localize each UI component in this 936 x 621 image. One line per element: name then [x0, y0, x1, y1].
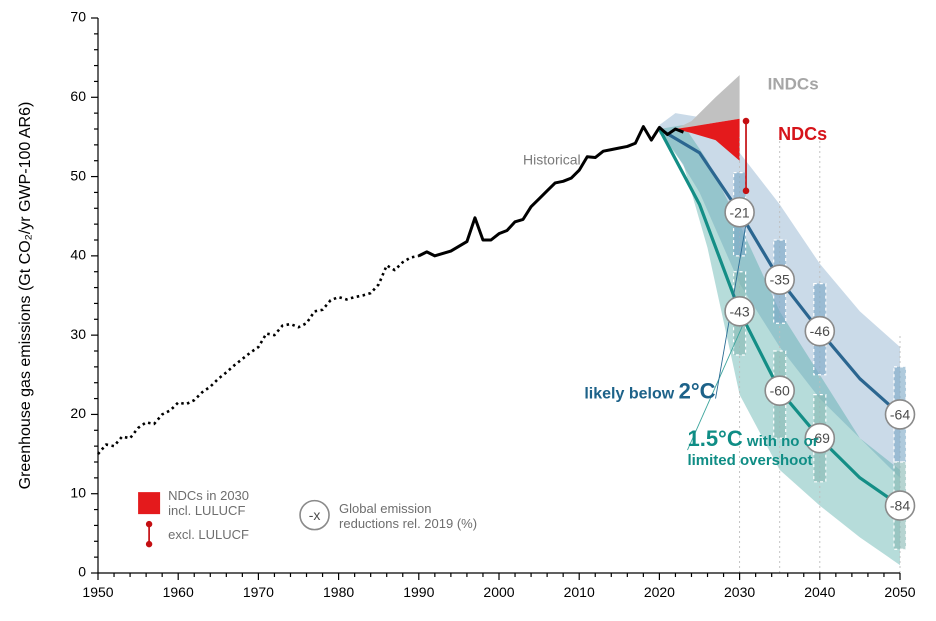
svg-text:-35: -35 — [770, 272, 790, 288]
ndc-excl-bot — [743, 188, 750, 195]
y-axis-title: Greenhouse gas emissions (Gt CO₂/yr GWP-… — [17, 102, 34, 490]
label-15c: 1.5°C with no orlimited overshoot — [687, 426, 818, 469]
svg-text:INDCs: INDCs — [768, 74, 819, 93]
svg-text:-21: -21 — [729, 204, 749, 220]
svg-text:-84: -84 — [890, 498, 910, 514]
svg-text:2050: 2050 — [884, 584, 915, 600]
svg-text:1960: 1960 — [163, 584, 194, 600]
svg-text:2040: 2040 — [804, 584, 835, 600]
svg-text:NDCs: NDCs — [778, 124, 827, 144]
svg-text:40: 40 — [70, 247, 86, 263]
svg-text:excl. LULUCF: excl. LULUCF — [168, 527, 249, 542]
svg-text:1990: 1990 — [403, 584, 434, 600]
svg-text:-60: -60 — [770, 383, 790, 399]
svg-text:-43: -43 — [729, 303, 749, 319]
emissions-chart: -21-35-46-64-43-60-69-84HistoricalINDCsN… — [0, 0, 936, 621]
svg-text:10: 10 — [70, 484, 86, 500]
svg-text:2030: 2030 — [724, 584, 755, 600]
svg-text:-64: -64 — [890, 406, 910, 422]
svg-text:0: 0 — [78, 564, 86, 580]
svg-text:20: 20 — [70, 405, 86, 421]
svg-text:incl. LULUCF: incl. LULUCF — [168, 503, 245, 518]
svg-text:70: 70 — [70, 9, 86, 25]
svg-text:30: 30 — [70, 326, 86, 342]
svg-text:reductions rel. 2019 (%): reductions rel. 2019 (%) — [339, 516, 477, 531]
svg-text:2020: 2020 — [644, 584, 675, 600]
svg-text:2000: 2000 — [483, 584, 514, 600]
svg-text:2010: 2010 — [564, 584, 595, 600]
svg-text:Global emission: Global emission — [339, 501, 432, 516]
svg-text:50: 50 — [70, 167, 86, 183]
legend-ndc-box — [138, 492, 160, 514]
svg-text:-46: -46 — [810, 323, 830, 339]
ndc-excl-top — [743, 118, 750, 125]
svg-text:1970: 1970 — [243, 584, 274, 600]
svg-text:NDCs in 2030: NDCs in 2030 — [168, 488, 249, 503]
svg-text:1950: 1950 — [82, 584, 113, 600]
svg-text:60: 60 — [70, 88, 86, 104]
svg-text:Historical: Historical — [523, 152, 581, 168]
svg-text:1980: 1980 — [323, 584, 354, 600]
svg-text:-x: -x — [309, 507, 321, 523]
